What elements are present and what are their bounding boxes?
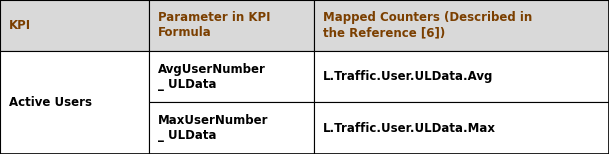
Text: L.Traffic.User.ULData.Max: L.Traffic.User.ULData.Max [323, 122, 496, 135]
Bar [0, 0, 149, 51]
Text: Parameter in KPI
Formula: Parameter in KPI Formula [158, 11, 271, 39]
Bar [149, 0, 314, 51]
Text: MaxUserNumber
_ ULData: MaxUserNumber _ ULData [158, 114, 269, 142]
Bar [314, 51, 609, 102]
Bar [149, 51, 314, 102]
Bar [0, 51, 149, 154]
Bar [314, 102, 609, 154]
Text: Active Users: Active Users [9, 96, 92, 109]
Bar [149, 102, 314, 154]
Text: Mapped Counters (Described in
the Reference [6]): Mapped Counters (Described in the Refere… [323, 11, 532, 39]
Text: AvgUserNumber
_ ULData: AvgUserNumber _ ULData [158, 63, 266, 91]
Text: L.Traffic.User.ULData.Avg: L.Traffic.User.ULData.Avg [323, 70, 493, 83]
Bar [314, 0, 609, 51]
Text: KPI: KPI [9, 19, 31, 32]
